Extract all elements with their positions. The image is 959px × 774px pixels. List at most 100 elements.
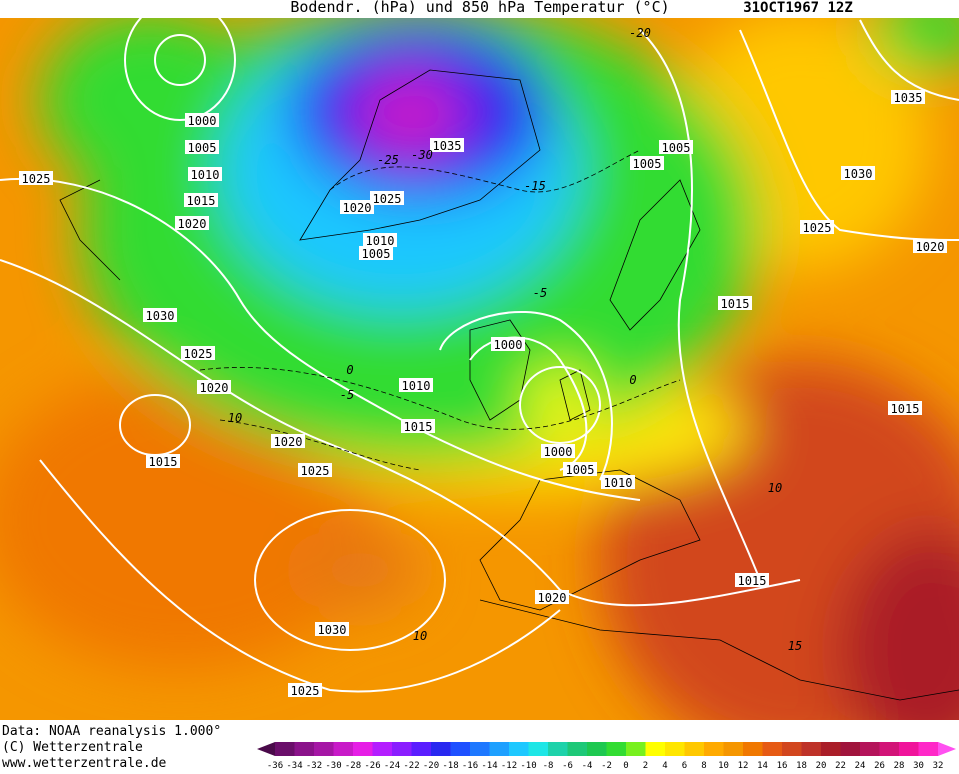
colorbar-swatch <box>548 742 568 756</box>
colorbar-swatch <box>509 742 529 756</box>
colorbar-swatch <box>411 742 432 756</box>
colorbar-tick-label: 12 <box>738 761 749 770</box>
colorbar-swatch <box>704 742 724 756</box>
colorbar-tick-label: -2 <box>601 761 612 770</box>
colorbar-tick-label: -28 <box>345 761 361 770</box>
colorbar-tick-label: 24 <box>855 761 866 770</box>
isobar-label: 1005 <box>362 247 391 261</box>
colorbar-tick-label: -16 <box>462 761 478 770</box>
colorbar-swatch <box>723 742 744 756</box>
colorbar-tick-label: -36 <box>267 761 283 770</box>
colorbar-tick-label: 14 <box>757 761 768 770</box>
colorbar-swatch <box>450 742 471 756</box>
isotherm-label: -5 <box>340 388 354 402</box>
colorbar-tick-label: 20 <box>816 761 827 770</box>
colorbar-tick-label: 28 <box>894 761 905 770</box>
isobar-label: 1010 <box>366 234 395 248</box>
colorbar-tick-label: -32 <box>306 761 322 770</box>
isobar-label: 1035 <box>433 139 462 153</box>
isobar-label: 1005 <box>188 141 217 155</box>
colorbar: -36 -34 -32 -30 -28 -26 -24 -22 -20 -18 -16 -14 -12-… <box>257 742 956 771</box>
isobar-label: 1010 <box>191 168 220 182</box>
isobar-label-box <box>340 200 374 214</box>
colorbar-tick-label: 8 <box>701 761 706 770</box>
isobar-label: 1025 <box>803 221 832 235</box>
colorbar-tick-label: 30 <box>913 761 924 770</box>
isobar-label-box <box>399 378 433 392</box>
isobar-label-box <box>185 113 219 127</box>
isobar-label: 1020 <box>178 217 207 231</box>
isobar-label-box <box>888 401 922 415</box>
isobar-label: 1025 <box>301 464 330 478</box>
isobar-label: 1005 <box>662 141 691 155</box>
colorbar-swatch <box>762 742 783 756</box>
isobar-label-box <box>184 193 218 207</box>
colorbar-swatch <box>392 742 412 756</box>
isobar-label-box <box>370 191 404 205</box>
colorbar-tick-label: -18 <box>442 761 458 770</box>
isobar-label-box <box>298 463 332 477</box>
isotherm-label: 0 <box>346 363 353 377</box>
colorbar-tick-label: -4 <box>582 761 593 770</box>
colorbar-swatch <box>860 742 880 756</box>
colorbar-tick-label: 32 <box>933 761 944 770</box>
isotherms <box>199 149 681 471</box>
source-note: Data: NOAA reanalysis 1.000° <box>2 724 221 739</box>
colorbar-tick-label: -6 <box>562 761 573 770</box>
isobar-label: 1025 <box>373 192 402 206</box>
isobar-label-box <box>718 296 752 310</box>
isotherm-label: 10 <box>228 411 242 425</box>
colorbar-tick-label: 6 <box>682 761 687 770</box>
colorbar-swatch <box>333 742 354 756</box>
colorbar-tick-label: 2 <box>643 761 648 770</box>
isobar-label-box <box>601 475 635 489</box>
isobar-label: 1020 <box>538 591 567 605</box>
isobar-label-box <box>146 454 180 468</box>
colorbar-swatch <box>489 742 510 756</box>
colorbar-tick-label: 10 <box>718 761 729 770</box>
isobar-label-box <box>185 140 219 154</box>
colorbar-tick-label: 22 <box>835 761 846 770</box>
colorbar-tick-label: -20 <box>423 761 439 770</box>
isobar-label-box <box>401 419 435 433</box>
isobar-label: 1005 <box>566 463 595 477</box>
isobar-label-box <box>181 346 215 360</box>
colorbar-swatch <box>645 742 666 756</box>
isobar-label: 1025 <box>22 172 51 186</box>
isobar-label: 1005 <box>633 157 662 171</box>
isobar-label-box <box>430 138 464 152</box>
isobar-label: 1020 <box>916 240 945 254</box>
colorbar-swatch <box>899 742 919 756</box>
map-labels: 1000100510101015102010251030102510201015… <box>19 26 947 698</box>
colorbar-swatch <box>470 742 490 756</box>
colorbar-swatch <box>294 742 315 756</box>
colorbar-tick-label: 4 <box>662 761 667 770</box>
isotherm-label: -15 <box>524 179 546 193</box>
isobar-label-box <box>735 573 769 587</box>
colorbar-swatch <box>801 742 822 756</box>
colorbar-swatch <box>567 742 588 756</box>
isobar-label: 1015 <box>738 574 767 588</box>
isobar-label: 1025 <box>291 684 320 698</box>
isobar-label-box <box>913 239 947 253</box>
isobar-label-box <box>288 683 322 697</box>
isobar-label-box <box>891 90 925 104</box>
colorbar-swatch <box>528 742 549 756</box>
colorbar-tick-label: -24 <box>384 761 400 770</box>
isobar-label-box <box>535 590 569 604</box>
colorbar-end <box>938 742 956 756</box>
colorbar-swatch <box>606 742 627 756</box>
colorbar-end <box>257 742 275 756</box>
colorbar-tick-label: -30 <box>325 761 341 770</box>
isobar-label: 1000 <box>188 114 217 128</box>
copyright: (C) Wetterzentrale <box>2 740 143 755</box>
isotherm-label: -20 <box>629 26 651 40</box>
isobar-label-box <box>800 220 834 234</box>
colorbar-tick-label: -10 <box>520 761 536 770</box>
isobar-label-box <box>563 462 597 476</box>
colorbar-swatch <box>840 742 861 756</box>
isobar-label-box <box>315 622 349 636</box>
website: www.wetterzentrale.de <box>2 756 167 770</box>
